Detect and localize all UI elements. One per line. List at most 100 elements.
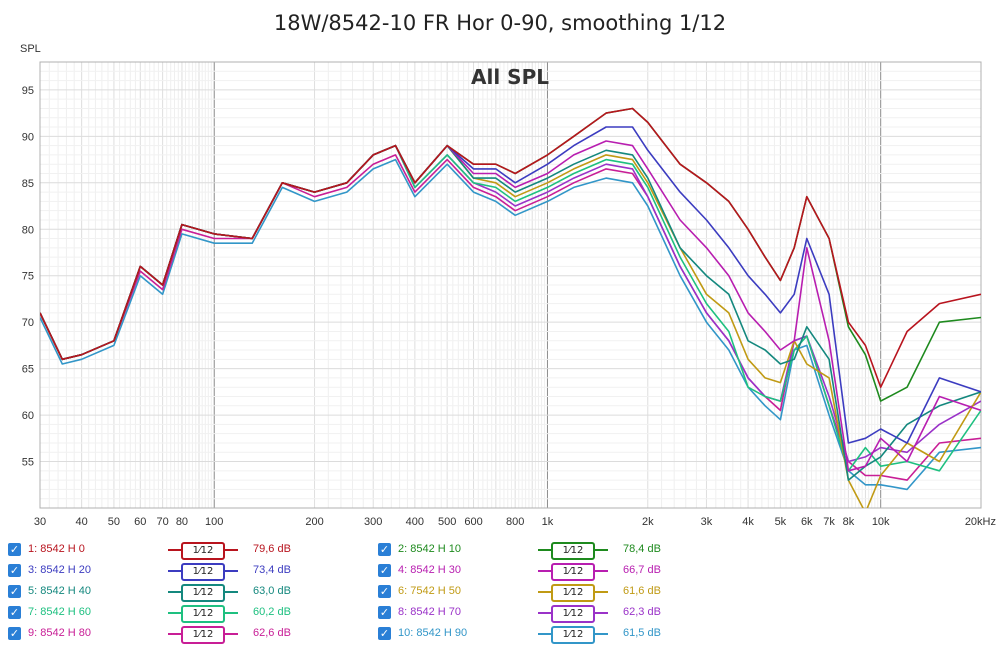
legend-value: 61,6 dB	[623, 585, 661, 597]
legend-value: 60,2 dB	[253, 606, 291, 618]
smoothing-control[interactable]: 1⁄12	[538, 541, 608, 560]
y-tick-label: 90	[22, 131, 34, 143]
x-tick-label: 300	[364, 516, 382, 528]
y-tick-label: 65	[22, 364, 34, 376]
panel-label: All SPL	[471, 65, 549, 89]
chart-title: 18W/8542-10 FR Hor 0-90, smoothing 1/12	[274, 11, 726, 35]
x-tick-label: 60	[134, 516, 146, 528]
series-line	[40, 107, 981, 388]
legend-value: 79,6 dB	[253, 543, 291, 555]
x-tick-label: 100	[205, 516, 223, 528]
smoothing-control[interactable]: 1⁄12	[168, 541, 238, 560]
x-tick-label: 10k	[872, 516, 890, 528]
legend-value: 61,5 dB	[623, 627, 661, 639]
legend-label: 10: 8542 H 90	[398, 627, 468, 639]
x-tick-labels: 30 40 50 60 70 80 100 200 300 400 500 600 800 1k 2k 3k 4…	[34, 516, 996, 528]
legend-checkbox[interactable]: ✓	[8, 564, 21, 577]
smoothing-badge: 1⁄12	[551, 605, 595, 623]
legend: ✓ 1: 8542 H 0 1⁄12 79,6 dB ✓ 2: 8542 H 10 1⁄12…	[0, 537, 1000, 644]
x-tick-label: 500	[438, 516, 456, 528]
y-tick-labels: 55 60 65 70 75 80 85 90 95	[22, 85, 34, 469]
legend-value: 73,4 dB	[253, 564, 291, 576]
plot-frame	[39, 61, 982, 509]
legend-label: 4: 8542 H 30	[398, 564, 461, 576]
x-tick-label: 2k	[642, 516, 654, 528]
x-tick-label: 600	[464, 516, 482, 528]
legend-value: 63,0 dB	[253, 585, 291, 597]
series-line	[40, 107, 981, 402]
y-tick-label: 55	[22, 457, 34, 469]
smoothing-badge: 1⁄12	[181, 542, 225, 560]
smoothing-badge: 1⁄12	[551, 563, 595, 581]
legend-row: ✓ 5: 8542 H 40 1⁄12 63,0 dB ✓ 6: 7542 H 50 1⁄1…	[0, 583, 1000, 603]
smoothing-badge: 1⁄12	[551, 584, 595, 602]
x-tick-label: 1k	[542, 516, 554, 528]
smoothing-badge: 1⁄12	[181, 605, 225, 623]
legend-value: 62,3 dB	[623, 606, 661, 618]
smoothing-badge: 1⁄12	[551, 542, 595, 560]
x-tick-label: 50	[108, 516, 120, 528]
y-tick-label: 70	[22, 317, 34, 329]
smoothing-control[interactable]: 1⁄12	[538, 604, 608, 623]
series-layer	[40, 107, 981, 508]
legend-checkbox[interactable]: ✓	[8, 606, 21, 619]
x-tick-label: 30	[34, 516, 46, 528]
x-tick-label: 20kHz	[965, 516, 996, 528]
legend-checkbox[interactable]: ✓	[378, 543, 391, 556]
y-tick-label: 60	[22, 410, 34, 422]
y-tick-label: 80	[22, 224, 34, 236]
x-tick-label: 200	[305, 516, 323, 528]
legend-label: 5: 8542 H 40	[28, 585, 91, 597]
series-line	[40, 144, 981, 508]
legend-label: 6: 7542 H 50	[398, 585, 461, 597]
x-tick-label: 800	[506, 516, 524, 528]
legend-value: 66,7 dB	[623, 564, 661, 576]
smoothing-badge: 1⁄12	[181, 584, 225, 602]
legend-row: ✓ 9: 8542 H 80 1⁄12 62,6 dB ✓ 10: 8542 H 90 1⁄…	[0, 625, 1000, 645]
y-tick-label: 95	[22, 85, 34, 97]
legend-value: 78,4 dB	[623, 543, 661, 555]
series-line	[40, 140, 981, 472]
legend-row: ✓ 1: 8542 H 0 1⁄12 79,6 dB ✓ 2: 8542 H 10 1⁄12…	[0, 541, 1000, 561]
legend-label: 9: 8542 H 80	[28, 627, 91, 639]
spl-chart: 18W/8542-10 FR Hor 0-90, smoothing 1/12 …	[20, 11, 996, 528]
x-tick-label: 3k	[701, 516, 713, 528]
legend-checkbox[interactable]: ✓	[378, 606, 391, 619]
smoothing-control[interactable]: 1⁄12	[168, 625, 238, 644]
legend-checkbox[interactable]: ✓	[378, 585, 391, 598]
legend-value: 62,6 dB	[253, 627, 291, 639]
legend-label: 7: 8542 H 60	[28, 606, 91, 618]
series-line	[40, 158, 981, 491]
y-tick-label: 85	[22, 178, 34, 190]
legend-checkbox[interactable]: ✓	[378, 564, 391, 577]
legend-checkbox[interactable]: ✓	[8, 543, 21, 556]
x-tick-label: 4k	[742, 516, 754, 528]
x-tick-label: 6k	[801, 516, 813, 528]
smoothing-control[interactable]: 1⁄12	[168, 604, 238, 623]
smoothing-badge: 1⁄12	[181, 626, 225, 644]
y-tick-label: 75	[22, 271, 34, 283]
y-axis-label: SPL	[20, 43, 41, 55]
legend-row: ✓ 7: 8542 H 60 1⁄12 60,2 dB ✓ 8: 8542 H 70 1⁄1…	[0, 604, 1000, 624]
legend-checkbox[interactable]: ✓	[378, 627, 391, 640]
legend-checkbox[interactable]: ✓	[8, 585, 21, 598]
legend-checkbox[interactable]: ✓	[8, 627, 21, 640]
legend-label: 1: 8542 H 0	[28, 543, 85, 555]
x-tick-label: 7k	[823, 516, 835, 528]
smoothing-control[interactable]: 1⁄12	[538, 562, 608, 581]
legend-row: ✓ 3: 8542 H 20 1⁄12 73,4 dB ✓ 4: 8542 H 30 1⁄1…	[0, 562, 1000, 582]
x-tick-label: 400	[406, 516, 424, 528]
legend-label: 2: 8542 H 10	[398, 543, 461, 555]
legend-label: 8: 8542 H 70	[398, 606, 461, 618]
x-tick-label: 40	[76, 516, 88, 528]
x-tick-label: 5k	[775, 516, 787, 528]
x-tick-label: 8k	[843, 516, 855, 528]
x-tick-label: 80	[176, 516, 188, 528]
smoothing-control[interactable]: 1⁄12	[538, 583, 608, 602]
smoothing-control[interactable]: 1⁄12	[168, 562, 238, 581]
smoothing-control[interactable]: 1⁄12	[168, 583, 238, 602]
smoothing-control[interactable]: 1⁄12	[538, 625, 608, 644]
x-tick-label: 70	[156, 516, 168, 528]
legend-label: 3: 8542 H 20	[28, 564, 91, 576]
smoothing-badge: 1⁄12	[551, 626, 595, 644]
